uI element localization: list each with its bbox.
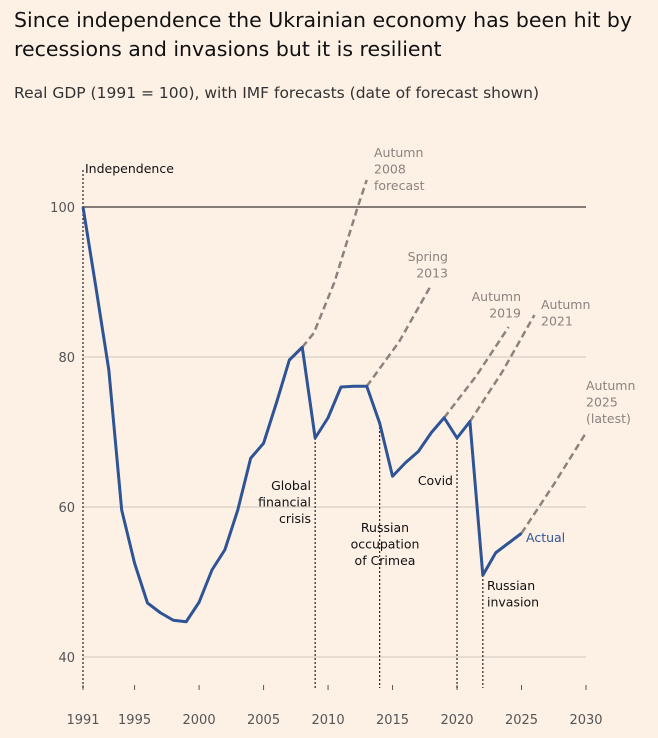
x-tick-label: 2005 (247, 713, 280, 728)
forecast-label: Autumn 2008 forecast (374, 145, 425, 193)
forecast-line (443, 326, 510, 419)
x-tick-label: 2010 (312, 713, 345, 728)
y-tick-label: 40 (58, 651, 75, 666)
forecast-label: Spring 2013 (408, 249, 448, 281)
x-tick-label: 2025 (505, 713, 538, 728)
forecast-label: Autumn 2025 (latest) (586, 378, 635, 426)
y-tick-label: 80 (58, 351, 75, 366)
x-tick-label: 2015 (376, 713, 409, 728)
forecast-label: Autumn 2021 (541, 297, 590, 329)
forecast-label: Autumn 2019 (472, 289, 521, 321)
chart-title: Since independence the Ukrainian economy… (14, 8, 632, 61)
x-tick-label: 1991 (66, 713, 99, 728)
annotation-label: Covid (418, 473, 453, 488)
actual-label: Actual (526, 530, 565, 545)
y-tick-label: 60 (58, 501, 75, 516)
y-tick-label: 100 (50, 201, 75, 216)
annotation-label: Russian occupation of Crimea (351, 520, 420, 568)
annotation-label: Global financial crisis (258, 478, 311, 526)
x-tick-label: 2000 (183, 713, 216, 728)
annotation-label: Russian invasion (487, 578, 539, 610)
chart-subtitle: Real GDP (1991 = 100), with IMF forecast… (14, 84, 539, 102)
forecast-line (301, 179, 368, 349)
x-tick-label: 2020 (440, 713, 473, 728)
x-tick-label: 1995 (118, 713, 151, 728)
x-tick-label: 2030 (569, 713, 602, 728)
annotation-label: Independence (85, 161, 174, 176)
forecast-line (365, 286, 432, 387)
actual-line (81, 206, 523, 624)
forecast-line (468, 314, 536, 423)
forecast-line (520, 432, 588, 534)
